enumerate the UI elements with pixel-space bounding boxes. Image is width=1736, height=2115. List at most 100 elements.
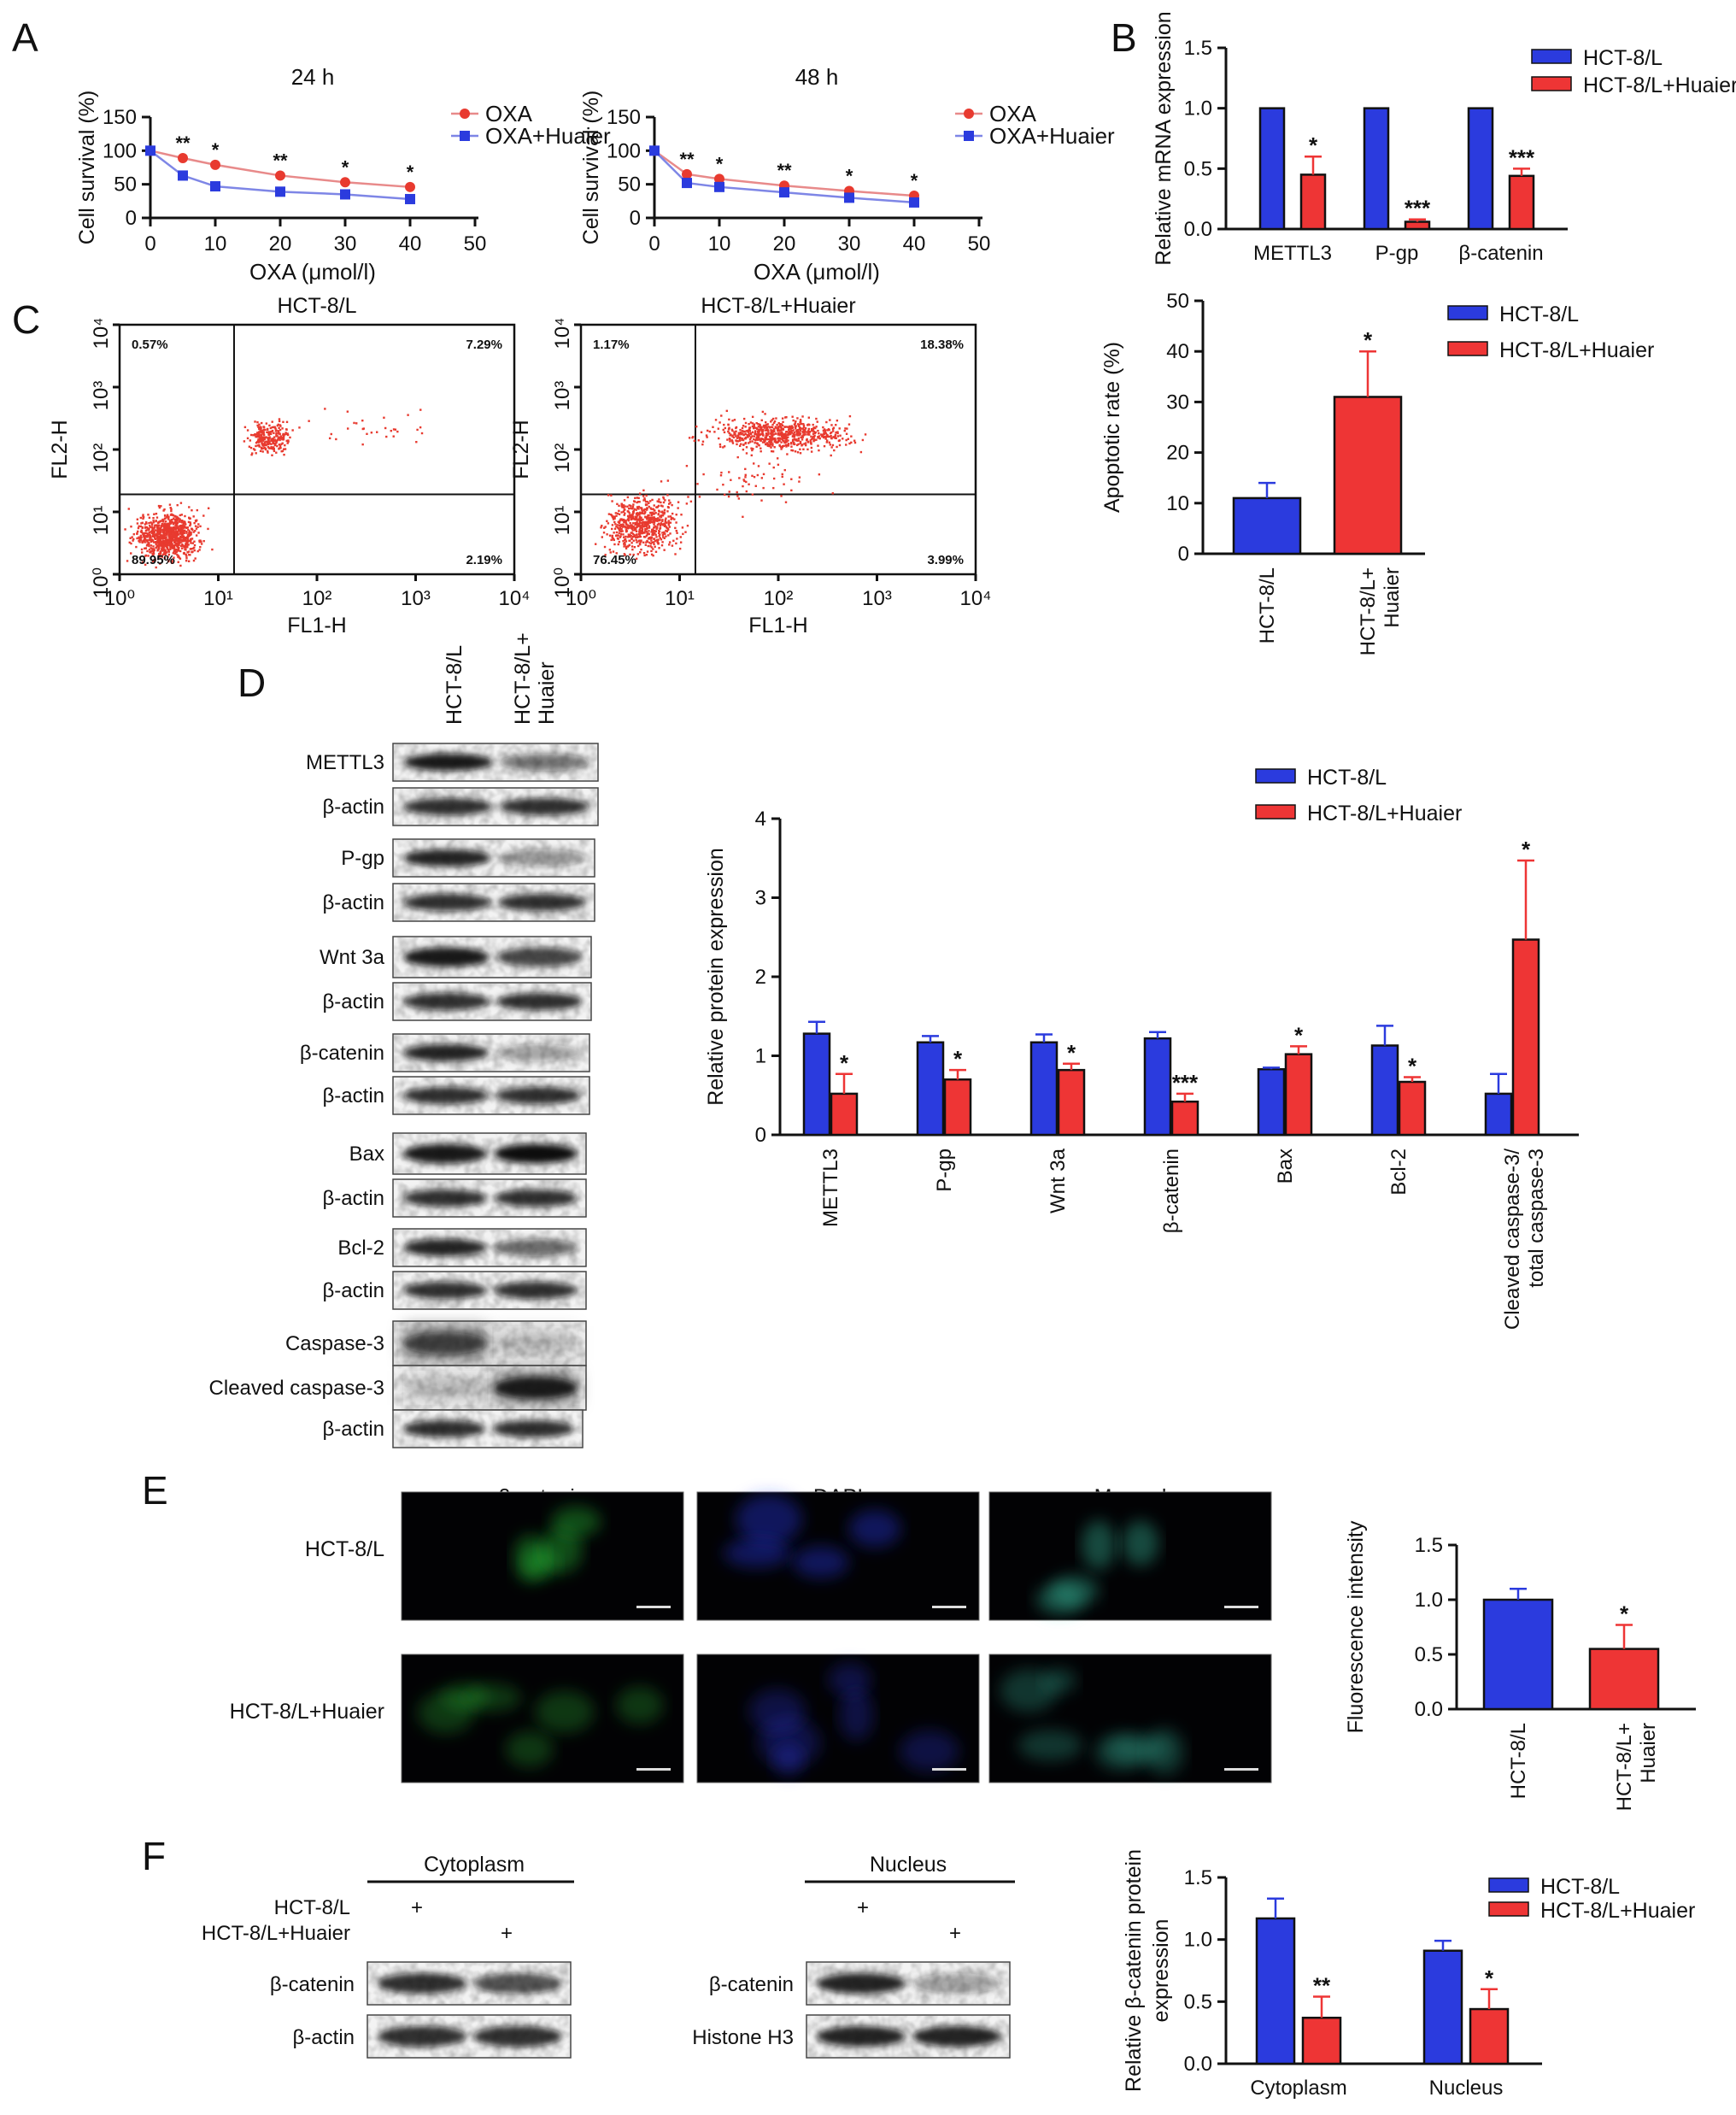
event-dot	[163, 557, 167, 560]
event-dot	[282, 420, 284, 424]
event-dot	[281, 442, 284, 444]
event-dot	[748, 442, 750, 444]
event-dot	[744, 432, 747, 435]
event-dot	[637, 524, 640, 526]
event-dot	[653, 538, 656, 540]
blot-f-nuc-histone-band-shape	[912, 2025, 1001, 2047]
event-dot	[668, 543, 671, 546]
event-dot	[173, 537, 176, 539]
event-dot	[261, 447, 263, 450]
event-dot	[636, 506, 639, 508]
event-dot	[649, 545, 652, 548]
event-dot	[638, 525, 642, 527]
blot-f-nuc-bcat-band-shape	[817, 1972, 906, 1995]
event-dot	[728, 471, 730, 473]
event-dot	[623, 520, 625, 524]
event-dot	[783, 468, 786, 472]
event-dot	[653, 516, 655, 519]
event-dot	[284, 444, 286, 447]
event-dot	[179, 549, 182, 553]
event-dot	[792, 419, 795, 422]
event-dot	[626, 496, 630, 499]
event-dot	[146, 540, 149, 543]
event-dot	[796, 434, 799, 437]
bar	[1333, 396, 1403, 555]
event-dot	[666, 528, 670, 532]
event-dot	[655, 506, 658, 508]
event-dot	[649, 520, 652, 524]
event-dot	[139, 525, 143, 528]
event-dot	[760, 427, 763, 430]
event-dot	[693, 439, 696, 443]
event-dot	[620, 518, 623, 520]
event-dot	[607, 494, 610, 496]
plus-sign: +	[857, 1896, 869, 1919]
event-dot	[169, 507, 172, 509]
event-dot	[160, 534, 162, 538]
category-label: Cytoplasm	[1250, 2077, 1346, 2100]
blot-row-d-band	[500, 797, 589, 816]
blot-row-d-band-shape	[403, 1281, 487, 1300]
event-dot	[256, 444, 259, 447]
event-dot	[631, 522, 635, 525]
quadrant-ll: 76.45%	[593, 553, 636, 567]
event-dot	[638, 492, 642, 495]
event-dot	[164, 549, 167, 552]
event-dot	[185, 532, 188, 534]
event-dot	[246, 437, 249, 440]
event-dot	[744, 467, 747, 471]
bar	[1482, 1598, 1554, 1711]
event-dot	[743, 479, 746, 483]
blot-row-label: Bcl-2	[337, 1237, 384, 1260]
event-dot	[168, 538, 171, 542]
event-dot	[149, 534, 151, 537]
event-dot	[799, 430, 802, 432]
event-dot	[188, 506, 191, 508]
event-dot	[283, 434, 285, 438]
event-dot	[802, 426, 806, 428]
blot-f-cyt-actin-band	[378, 2025, 466, 2047]
event-dot	[173, 518, 177, 521]
event-dot	[632, 539, 635, 542]
event-dot	[737, 432, 741, 434]
cell-signal	[848, 1510, 901, 1548]
flow-plot-title: HCT-8/L+Huaier	[701, 294, 855, 318]
event-dot	[270, 430, 273, 433]
event-dot	[745, 490, 748, 493]
event-dot	[601, 536, 604, 538]
event-dot	[195, 527, 198, 530]
event-dot	[623, 538, 626, 541]
event-dot	[770, 438, 772, 441]
bar	[1299, 173, 1327, 231]
event-dot	[853, 439, 856, 442]
event-dot	[792, 435, 795, 438]
event-dot	[631, 513, 634, 515]
event-dot	[176, 545, 179, 549]
event-dot	[262, 439, 265, 442]
event-dot	[778, 423, 782, 426]
event-dot	[266, 428, 269, 431]
event-dot	[613, 517, 616, 520]
event-dot	[798, 426, 801, 429]
event-dot	[781, 424, 784, 427]
cell-signal	[417, 1691, 474, 1734]
legend-label: HCT-8/L+Huaier	[1499, 338, 1654, 362]
event-dot	[167, 524, 170, 527]
event-dot	[156, 531, 159, 533]
event-dot	[619, 526, 622, 529]
event-dot	[281, 427, 284, 430]
event-dot	[415, 441, 418, 444]
event-dot	[620, 525, 623, 528]
blot-row-d-band-shape	[494, 1143, 578, 1164]
event-dot	[614, 523, 617, 526]
blot-row-d-band-shape	[403, 1377, 487, 1399]
event-dot	[755, 445, 758, 448]
event-dot	[679, 541, 683, 543]
event-dot	[144, 535, 147, 538]
event-dot	[834, 435, 836, 438]
event-dot	[272, 446, 275, 449]
event-dot	[673, 518, 676, 520]
event-dot	[186, 551, 189, 554]
event-dot	[285, 439, 288, 443]
event-dot	[739, 428, 742, 432]
